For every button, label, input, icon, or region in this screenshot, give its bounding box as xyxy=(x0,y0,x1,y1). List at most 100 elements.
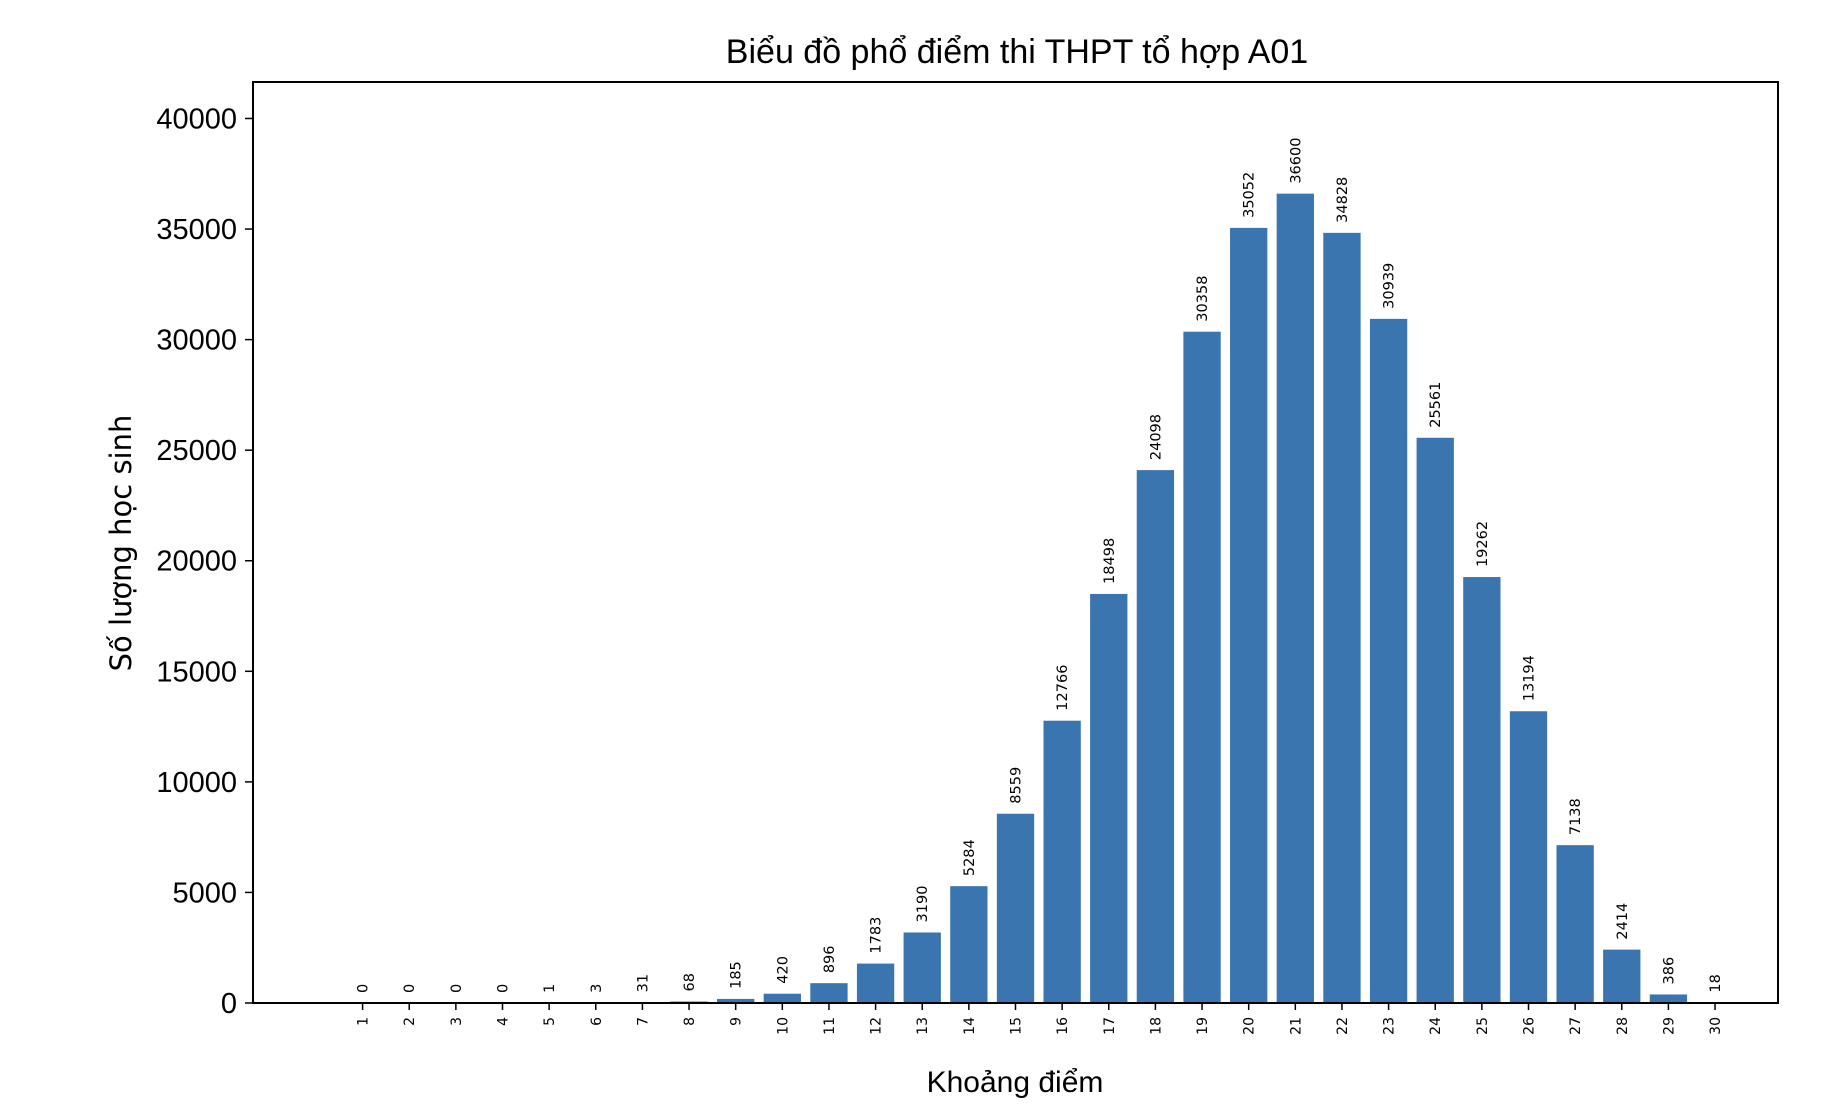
x-tick-label: 23 xyxy=(1382,1017,1398,1035)
data-label-21: 36600 xyxy=(1288,138,1304,184)
bar-13 xyxy=(903,932,941,1003)
data-label-30: 18 xyxy=(1708,974,1724,992)
x-tick-label: 26 xyxy=(1521,1017,1537,1035)
y-tick-label: 30000 xyxy=(156,325,237,357)
x-tick-label: 4 xyxy=(496,1017,512,1026)
x-tick-label: 21 xyxy=(1288,1017,1304,1035)
data-label-14: 5284 xyxy=(962,839,978,876)
y-tick-label: 40000 xyxy=(156,103,237,135)
data-label-25: 19262 xyxy=(1475,521,1491,567)
bar-27 xyxy=(1556,845,1594,1003)
bar-28 xyxy=(1603,949,1641,1003)
bar-18 xyxy=(1136,470,1175,1004)
bar-10 xyxy=(763,993,801,1003)
x-tick-label: 22 xyxy=(1335,1017,1351,1035)
x-tick-label: 16 xyxy=(1055,1017,1071,1035)
data-label-23: 30939 xyxy=(1382,263,1398,309)
bar-11 xyxy=(810,983,848,1003)
bar-22 xyxy=(1323,232,1361,1004)
data-label-3: 0 xyxy=(449,984,465,993)
bar-29 xyxy=(1649,994,1688,1003)
data-label-18: 24098 xyxy=(1148,414,1164,460)
x-tick-label: 30 xyxy=(1708,1017,1724,1035)
x-tick-label: 3 xyxy=(449,1017,465,1026)
x-tick-label: 18 xyxy=(1148,1017,1164,1035)
x-tick-label: 17 xyxy=(1102,1017,1118,1035)
chart-title: Biểu đồ phổ điểm thi THPT tổ hợp A01 xyxy=(726,33,1308,71)
data-labels-group: 0 0 0 0 1 3 31 68 185 420 896 1783 3190 5284 8559 12766… xyxy=(356,138,1724,993)
y-tick-label: 20000 xyxy=(156,546,237,578)
x-tick-label: 28 xyxy=(1615,1017,1631,1035)
x-tick-label: 10 xyxy=(775,1017,791,1035)
data-label-11: 896 xyxy=(822,945,838,973)
bar-20 xyxy=(1230,227,1268,1003)
data-label-19: 30358 xyxy=(1195,276,1211,322)
x-tick-label: 19 xyxy=(1195,1017,1211,1035)
data-label-26: 13194 xyxy=(1521,655,1537,701)
x-tick-label: 27 xyxy=(1568,1017,1584,1035)
data-label-15: 8559 xyxy=(1009,767,1025,804)
bar-24 xyxy=(1416,437,1454,1003)
x-axis: 1 2 3 4 5 6 7 8 9 10 11 12 13 14 15 16 17 18 19 20 21 22 23 24 2… xyxy=(356,1003,1724,1035)
data-label-28: 2414 xyxy=(1615,903,1631,940)
x-tick-label: 24 xyxy=(1428,1017,1444,1035)
data-label-5: 1 xyxy=(542,984,558,993)
bar-12 xyxy=(856,963,895,1003)
bar-23 xyxy=(1369,318,1408,1003)
x-tick-label: 6 xyxy=(589,1017,605,1026)
bar-26 xyxy=(1509,711,1548,1003)
bar-17 xyxy=(1090,593,1128,1003)
bar-15 xyxy=(996,813,1035,1003)
data-label-10: 420 xyxy=(775,956,791,984)
x-tick-label: 1 xyxy=(356,1017,372,1026)
data-label-24: 25561 xyxy=(1428,382,1444,428)
data-label-29: 386 xyxy=(1661,957,1677,985)
plot-frame xyxy=(252,81,1779,1004)
y-tick-label: 0 xyxy=(221,988,237,1020)
x-tick-label: 7 xyxy=(635,1017,651,1026)
x-tick-label: 20 xyxy=(1242,1017,1258,1035)
bar-21 xyxy=(1276,193,1314,1003)
bar-14 xyxy=(950,886,988,1003)
x-tick-label: 13 xyxy=(915,1017,931,1035)
bars-group xyxy=(530,193,1734,1004)
y-axis: 0 5000 10000 15000 20000 25000 30000 35000 40000 xyxy=(156,103,253,1020)
x-tick-label: 9 xyxy=(729,1017,745,1026)
x-tick-label: 8 xyxy=(682,1017,698,1026)
data-label-4: 0 xyxy=(496,984,512,993)
bar-9 xyxy=(717,998,755,1003)
data-label-20: 35052 xyxy=(1242,172,1258,218)
data-label-22: 34828 xyxy=(1335,177,1351,223)
data-label-7: 31 xyxy=(635,974,651,992)
x-tick-label: 2 xyxy=(402,1017,418,1026)
data-label-8: 68 xyxy=(682,973,698,991)
y-tick-label: 25000 xyxy=(156,435,237,467)
data-label-2: 0 xyxy=(402,984,418,993)
y-tick-label: 15000 xyxy=(156,656,237,688)
y-tick-label: 10000 xyxy=(156,767,237,799)
x-tick-label: 5 xyxy=(542,1017,558,1026)
y-tick-label: 5000 xyxy=(172,877,237,909)
data-label-27: 7138 xyxy=(1568,798,1584,835)
x-tick-label: 12 xyxy=(869,1017,885,1035)
x-tick-label: 25 xyxy=(1475,1017,1491,1035)
data-label-1: 0 xyxy=(356,984,372,993)
y-axis-label: Số lượng học sinh xyxy=(104,415,138,672)
bar-25 xyxy=(1463,577,1501,1003)
bar-19 xyxy=(1183,331,1221,1003)
data-label-9: 185 xyxy=(729,961,745,989)
x-axis-label: Khoảng điểm xyxy=(927,1066,1104,1099)
bar-16 xyxy=(1043,720,1081,1003)
x-tick-label: 29 xyxy=(1661,1017,1677,1035)
x-tick-label: 15 xyxy=(1009,1017,1025,1035)
x-tick-label: 11 xyxy=(822,1017,838,1035)
data-label-6: 3 xyxy=(589,984,605,993)
data-label-16: 12766 xyxy=(1055,665,1071,711)
data-label-13: 3190 xyxy=(915,886,931,923)
data-label-12: 1783 xyxy=(869,917,885,954)
x-tick-label: 14 xyxy=(962,1017,978,1035)
y-tick-label: 35000 xyxy=(156,214,237,246)
data-label-17: 18498 xyxy=(1102,538,1118,584)
